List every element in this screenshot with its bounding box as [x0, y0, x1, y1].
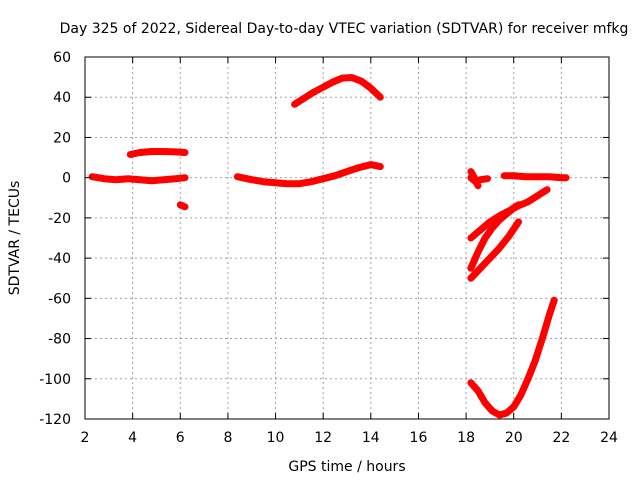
y-tick-label: -40 — [48, 251, 71, 267]
data-series-7 — [467, 168, 482, 190]
data-series-10 — [467, 201, 522, 272]
x-tick-label: 6 — [176, 430, 185, 446]
data-series-2 — [126, 148, 189, 158]
data-series-12 — [467, 296, 558, 419]
x-tick-label: 16 — [410, 430, 428, 446]
x-tick-label: 2 — [81, 430, 90, 446]
data-series-5 — [291, 74, 384, 108]
x-tick-label: 14 — [362, 430, 380, 446]
x-axis-label: GPS time / hours — [288, 459, 405, 475]
x-tick-label: 18 — [457, 430, 475, 446]
y-tick-label: -120 — [39, 412, 71, 428]
y-tick-label: 0 — [62, 171, 71, 187]
x-tick-label: 20 — [505, 430, 523, 446]
plot-frame — [84, 56, 610, 420]
data-series-4 — [233, 161, 384, 188]
x-tick-label: 24 — [600, 430, 618, 446]
axis-ticks: 2 4 6 8 10 12 14 16 18 20 22 24-120-100-80-60-40-20… — [39, 50, 618, 446]
data-series-8 — [500, 172, 570, 182]
y-tick-label: -60 — [48, 291, 71, 307]
y-tick-label: 20 — [53, 130, 71, 146]
y-tick-label: -100 — [39, 372, 71, 388]
chart-title: Day 325 of 2022, Sidereal Day-to-day VTE… — [60, 21, 629, 37]
x-tick-label: 22 — [552, 430, 570, 446]
data-series-11 — [467, 218, 522, 282]
y-tick-label: -20 — [48, 211, 71, 227]
y-tick-label: 40 — [53, 90, 71, 106]
y-tick-label: -80 — [48, 332, 71, 348]
x-tick-label: 8 — [223, 430, 232, 446]
x-tick-label: 12 — [314, 430, 332, 446]
x-tick-label: 10 — [267, 430, 285, 446]
data-series — [88, 74, 570, 419]
y-tick-label: 60 — [53, 50, 71, 66]
x-tick-label: 4 — [128, 430, 137, 446]
data-series-3 — [176, 201, 189, 211]
y-axis-label: SDTVAR / TECUs — [7, 181, 23, 296]
data-series-1 — [88, 173, 189, 185]
